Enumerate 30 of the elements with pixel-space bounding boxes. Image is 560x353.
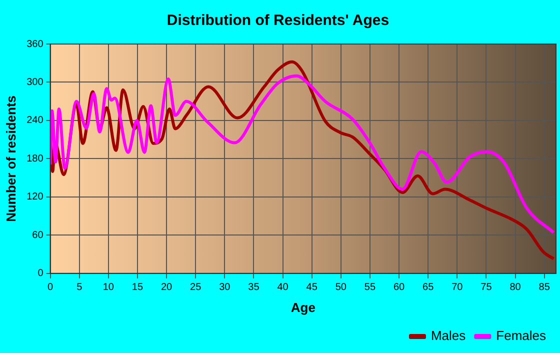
y-tick-label: 360 [26, 38, 44, 50]
x-tick-label: 75 [480, 282, 492, 294]
x-tick-label: 70 [452, 282, 464, 294]
x-tick-label: 55 [364, 282, 376, 294]
y-tick-label: 120 [26, 192, 44, 203]
y-axis-title: Number of residents [3, 95, 18, 222]
legend-label: Females [496, 328, 546, 344]
y-tick-label: 60 [32, 230, 44, 241]
x-tick-label: 50 [335, 282, 347, 294]
y-tick-label: 180 [26, 153, 44, 164]
legend-label: Males [430, 328, 466, 344]
x-tick-label: 30 [219, 282, 231, 294]
x-tick-label: 80 [510, 282, 522, 294]
x-tick-label: 85 [538, 282, 550, 294]
chart-title: Distribution of Residents' Ages [166, 12, 390, 30]
x-tick-label: 15 [132, 282, 144, 294]
x-tick-label: 65 [422, 282, 434, 294]
x-tick-label: 60 [393, 282, 406, 294]
x-tick-label: 10 [102, 282, 114, 294]
y-tick-label: 240 [26, 115, 44, 126]
x-tick-label: 35 [248, 282, 260, 294]
x-tick-label: 25 [190, 282, 202, 294]
x-tick-label: 45 [306, 282, 318, 294]
x-tick-label: 20 [160, 282, 173, 294]
y-tick-label: 0 [38, 268, 44, 280]
y-tick-label: 300 [26, 76, 44, 88]
x-axis-title: Age [290, 300, 316, 315]
x-tick-label: 0 [48, 282, 54, 294]
x-tick-label: 40 [277, 282, 289, 294]
x-tick-label: 5 [76, 282, 83, 294]
